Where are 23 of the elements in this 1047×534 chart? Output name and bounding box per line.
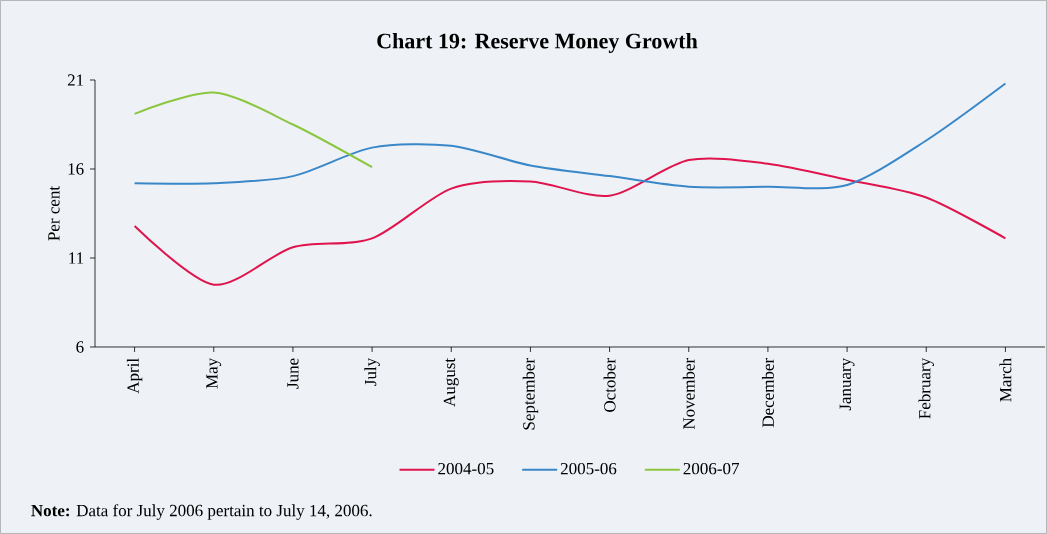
y-tick-label: 16 bbox=[68, 163, 84, 175]
x-tick-label: May bbox=[206, 357, 222, 389]
x-tick-label: December bbox=[761, 358, 774, 428]
x-tick-label: June bbox=[287, 358, 299, 389]
x-tick-label: August bbox=[443, 357, 459, 407]
y-tick-label: 11 bbox=[69, 252, 84, 264]
chart-title: Chart 19: Reserve Money Growth bbox=[377, 32, 698, 53]
x-tick-label: November bbox=[682, 358, 695, 430]
line-series bbox=[133, 91, 374, 169]
y-tick-label: 6 bbox=[76, 341, 84, 353]
legend-label: 2005-06 bbox=[560, 462, 617, 475]
legend-label: 2004-05 bbox=[438, 462, 494, 475]
x-tick-label: February bbox=[918, 357, 934, 419]
x-tick-label: January bbox=[839, 357, 855, 411]
legend-label: 2006-07 bbox=[683, 462, 740, 475]
x-tick-label: April bbox=[126, 358, 143, 394]
x-tick-label: March bbox=[999, 358, 1012, 402]
x-tick-label: October bbox=[603, 358, 616, 412]
text: Note: Data for July 2006 pertain to July 14, 2006. bbox=[31, 504, 372, 520]
y-tick-label: 21 bbox=[67, 74, 84, 86]
x-tick-label: September bbox=[522, 358, 539, 430]
y-axis-title: Per cent bbox=[48, 185, 60, 241]
x-tick-label: July bbox=[364, 357, 380, 386]
